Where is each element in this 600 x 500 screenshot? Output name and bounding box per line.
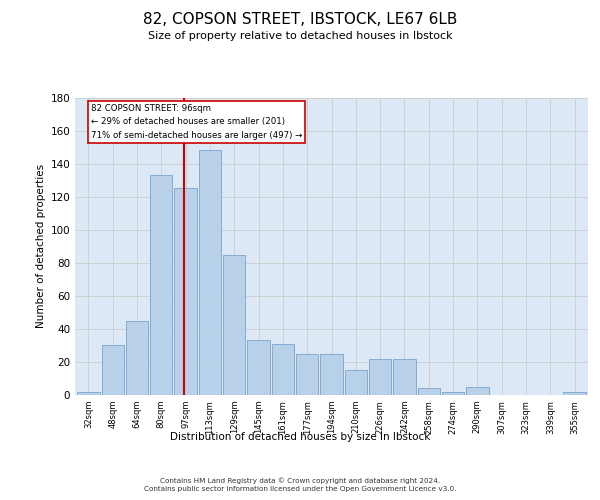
Text: 82 COPSON STREET: 96sqm
← 29% of detached houses are smaller (201)
71% of semi-d: 82 COPSON STREET: 96sqm ← 29% of detache… — [91, 104, 302, 140]
Bar — [563, 392, 586, 395]
Bar — [77, 392, 100, 395]
Bar — [369, 358, 391, 395]
Text: Distribution of detached houses by size in Ibstock: Distribution of detached houses by size … — [170, 432, 430, 442]
Text: 82, COPSON STREET, IBSTOCK, LE67 6LB: 82, COPSON STREET, IBSTOCK, LE67 6LB — [143, 12, 457, 28]
Bar — [272, 344, 294, 395]
Bar — [175, 188, 197, 395]
Bar — [223, 254, 245, 395]
Text: Contains HM Land Registry data © Crown copyright and database right 2024.
Contai: Contains HM Land Registry data © Crown c… — [144, 478, 456, 492]
Bar — [199, 150, 221, 395]
Bar — [247, 340, 270, 395]
Bar — [344, 370, 367, 395]
Bar — [393, 358, 416, 395]
Bar — [320, 354, 343, 395]
Bar — [442, 392, 464, 395]
Bar — [418, 388, 440, 395]
Bar — [150, 175, 172, 395]
Bar — [126, 320, 148, 395]
Bar — [101, 346, 124, 395]
Text: Size of property relative to detached houses in Ibstock: Size of property relative to detached ho… — [148, 31, 452, 41]
Y-axis label: Number of detached properties: Number of detached properties — [36, 164, 46, 328]
Bar — [296, 354, 319, 395]
Bar — [466, 386, 488, 395]
